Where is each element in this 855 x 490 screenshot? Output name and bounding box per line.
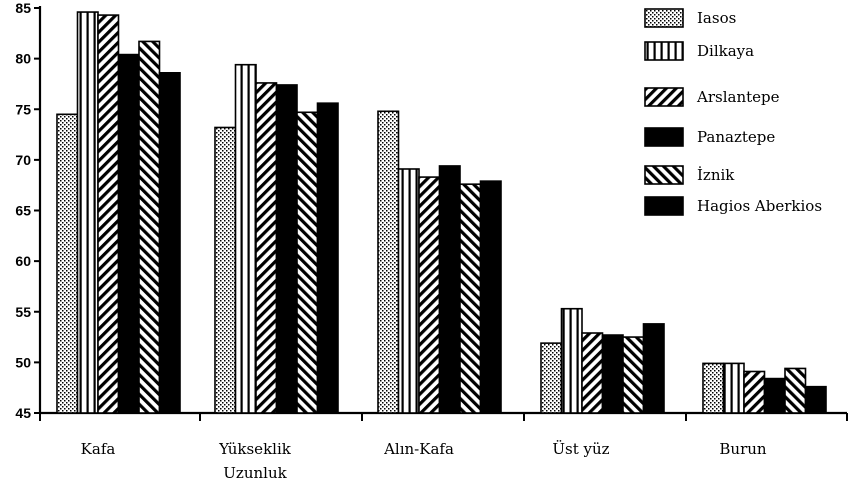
bar-panaztepe bbox=[117, 53, 140, 414]
bar-hagios-aberkios bbox=[158, 72, 181, 414]
bar-i-znik bbox=[459, 183, 482, 414]
y-tick-label: 45 bbox=[15, 405, 31, 421]
bar-panaztepe bbox=[601, 334, 624, 414]
y-tick-label: 55 bbox=[15, 304, 31, 320]
bar-dilkaya bbox=[397, 168, 420, 414]
y-tick-label: 50 bbox=[15, 354, 31, 370]
bars bbox=[56, 11, 827, 414]
bar-iasos bbox=[540, 342, 563, 414]
bar-i-znik bbox=[784, 367, 807, 414]
bar-dilkaya bbox=[722, 362, 745, 414]
category-labels: Kafa Yükseklik Uzunluk Alın-Kafa Üst yüz Buru… bbox=[81, 440, 767, 482]
legend-swatch bbox=[644, 196, 684, 216]
bar-panaztepe bbox=[438, 165, 461, 414]
category-label: Burun bbox=[719, 440, 767, 458]
bar-i-znik bbox=[622, 336, 645, 414]
legend-label: Hagios Aberkios bbox=[697, 197, 822, 215]
bar-hagios-aberkios bbox=[479, 180, 502, 414]
y-tick-label: 80 bbox=[15, 51, 31, 67]
bar-hagios-aberkios bbox=[804, 385, 827, 414]
legend-swatch bbox=[644, 165, 684, 185]
y-tick-label: 75 bbox=[15, 101, 31, 117]
bar-panaztepe bbox=[275, 84, 298, 414]
bar-arslantepe bbox=[255, 82, 278, 414]
bar-arslantepe bbox=[743, 370, 766, 414]
bar-i-znik bbox=[138, 40, 161, 414]
legend-label: Dilkaya bbox=[697, 42, 754, 60]
bar-dilkaya bbox=[76, 11, 99, 414]
y-tick-labels: 45 50 55 60 65 70 75 80 85 bbox=[15, 0, 31, 421]
bar-dilkaya bbox=[560, 307, 583, 414]
legend-swatch bbox=[644, 41, 684, 61]
y-tick-label: 70 bbox=[15, 152, 31, 168]
category-label: Alın-Kafa bbox=[383, 440, 454, 458]
legend: Iasos Dilkaya Arslantepe Panaztepe İznik Hagi… bbox=[644, 8, 822, 216]
legend-swatch bbox=[644, 8, 684, 28]
category-label: Yükseklik bbox=[218, 440, 292, 458]
legend-label: Arslantepe bbox=[696, 88, 780, 106]
bar-arslantepe bbox=[418, 176, 441, 414]
category-label: Üst yüz bbox=[552, 440, 609, 458]
bar-iasos bbox=[56, 113, 79, 414]
bar-iasos bbox=[702, 362, 725, 414]
bar-iasos bbox=[377, 110, 400, 414]
bar-arslantepe bbox=[97, 14, 120, 414]
bar-dilkaya bbox=[234, 63, 257, 414]
y-tick-label: 60 bbox=[15, 253, 31, 269]
legend-label: Panaztepe bbox=[697, 128, 775, 146]
legend-label: Iasos bbox=[697, 9, 736, 27]
y-tick-label: 65 bbox=[15, 203, 31, 219]
y-tick-label: 85 bbox=[15, 0, 31, 16]
legend-label: İznik bbox=[697, 166, 735, 184]
bar-hagios-aberkios bbox=[316, 102, 339, 414]
bar-i-znik bbox=[296, 111, 319, 414]
bar-arslantepe bbox=[581, 332, 604, 414]
category-label: Uzunluk bbox=[223, 464, 287, 482]
legend-swatch bbox=[644, 127, 684, 147]
bar-iasos bbox=[214, 126, 237, 414]
legend-swatch bbox=[644, 87, 684, 107]
bar-panaztepe bbox=[763, 377, 786, 414]
category-label: Kafa bbox=[81, 440, 116, 458]
bar-hagios-aberkios bbox=[642, 323, 665, 414]
